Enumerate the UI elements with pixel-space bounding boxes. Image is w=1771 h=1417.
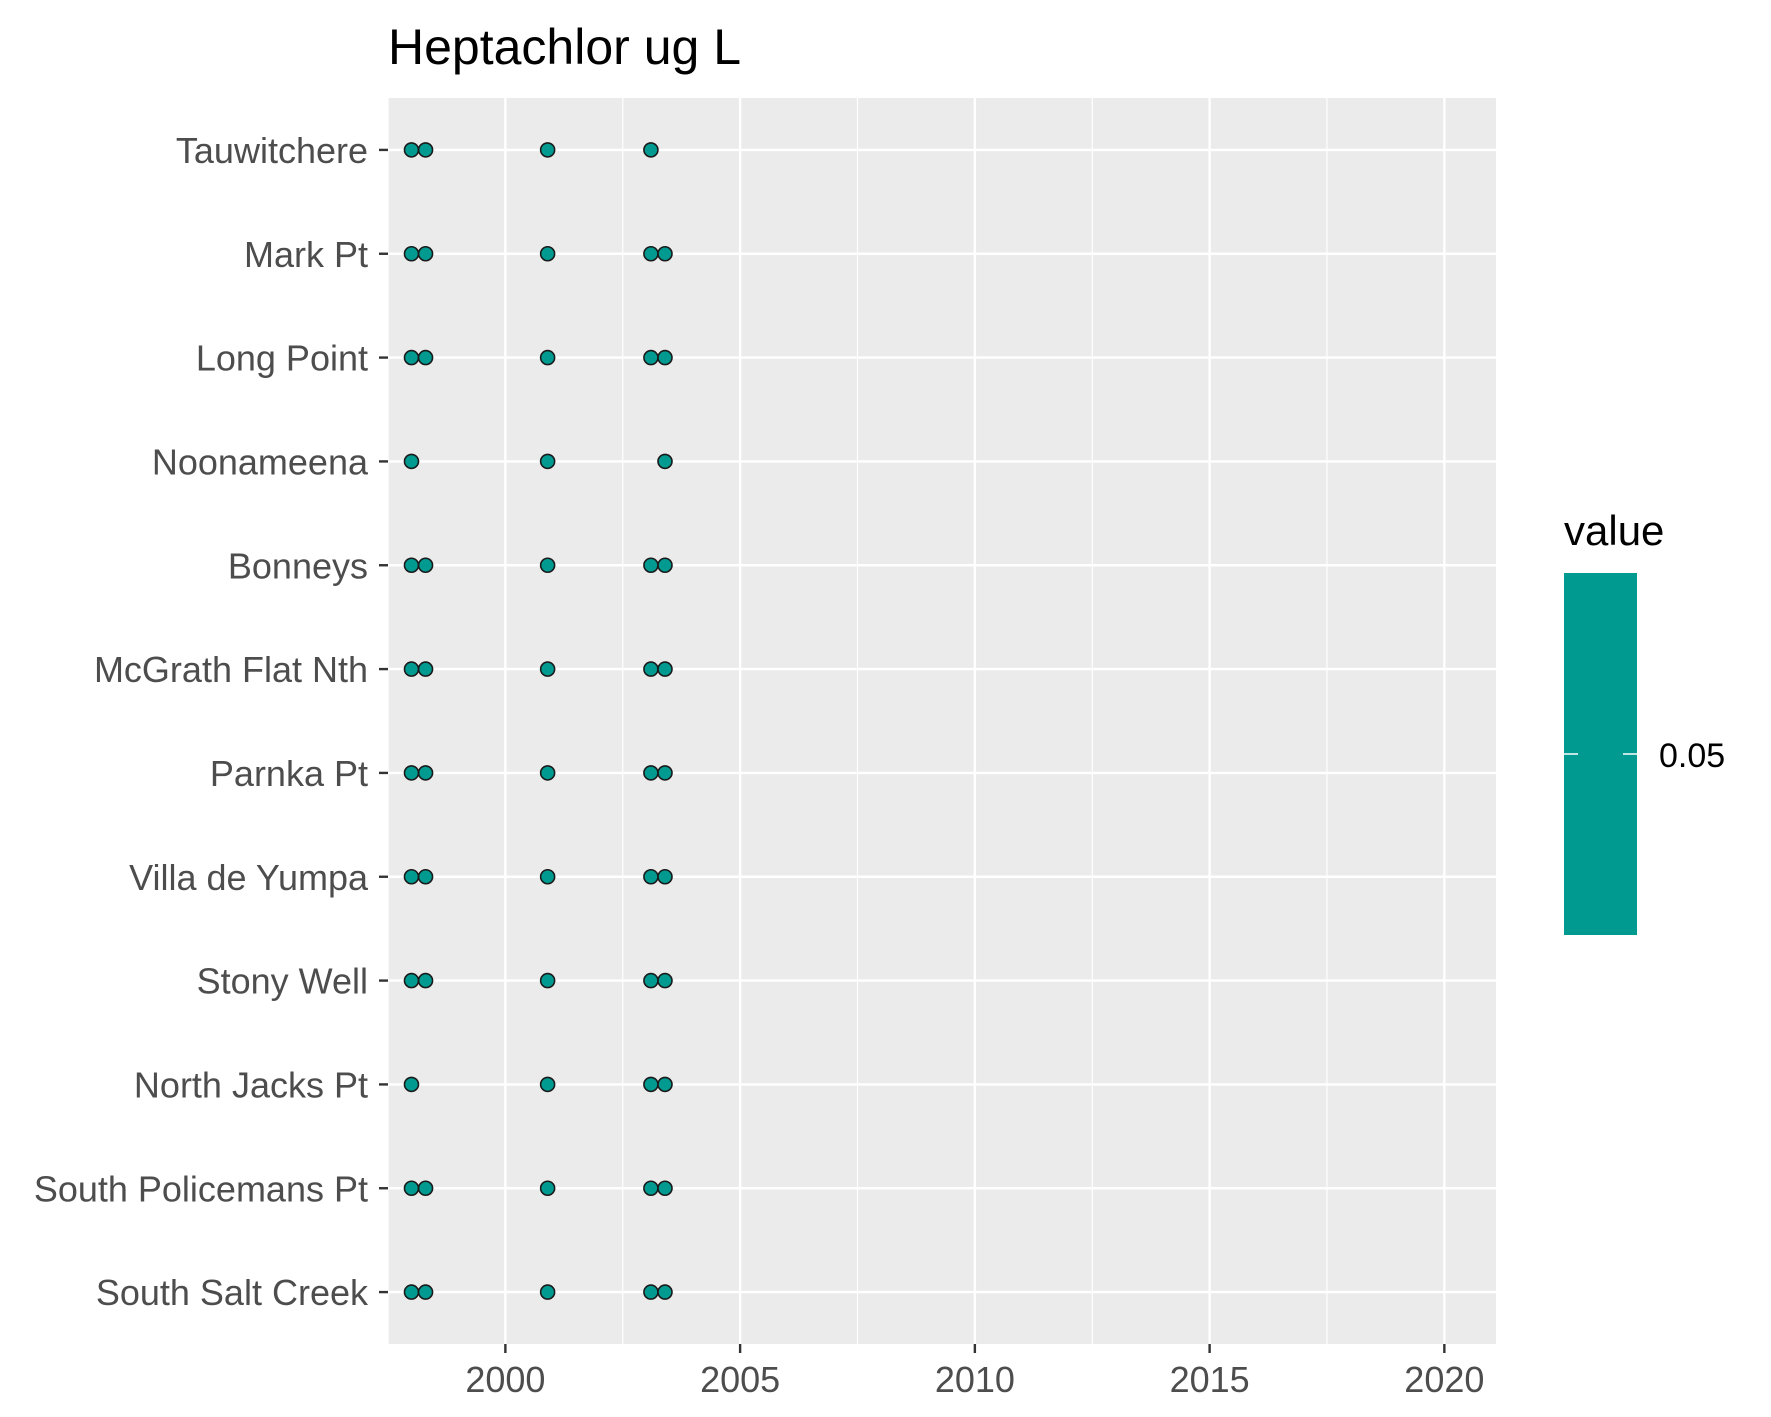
data-point bbox=[657, 868, 673, 885]
data-point bbox=[657, 661, 673, 677]
data-point bbox=[539, 661, 556, 677]
data-point bbox=[657, 972, 673, 989]
data-point bbox=[403, 349, 420, 366]
data-point bbox=[539, 142, 556, 158]
y-tick-label: North Jacks Pt bbox=[134, 1064, 368, 1105]
y-tick-label: Long Point bbox=[196, 338, 368, 379]
data-point bbox=[643, 349, 659, 366]
data-point bbox=[539, 245, 556, 262]
y-tick-label: Mark Pt bbox=[244, 234, 368, 275]
x-tick-label: 2010 bbox=[935, 1359, 1015, 1400]
data-point bbox=[403, 245, 420, 262]
y-tick-label: Parnka Pt bbox=[210, 753, 368, 794]
data-point bbox=[417, 245, 434, 262]
y-tick-label: Tauwitchere bbox=[176, 130, 368, 171]
data-point bbox=[403, 453, 420, 470]
data-point bbox=[657, 245, 673, 262]
data-point bbox=[539, 349, 556, 366]
data-point bbox=[417, 557, 434, 574]
y-tick-label: Bonneys bbox=[228, 545, 368, 586]
data-point bbox=[403, 557, 420, 574]
data-point bbox=[417, 1180, 434, 1197]
data-point bbox=[539, 1076, 556, 1093]
data-point bbox=[657, 557, 673, 574]
data-point bbox=[403, 142, 420, 158]
data-point bbox=[403, 1284, 420, 1300]
legend-title: value bbox=[1564, 507, 1664, 554]
data-point bbox=[643, 972, 659, 989]
y-axis: Tauwitchere Mark Pt Long Point Noonameena Bo… bbox=[34, 130, 388, 1313]
data-point bbox=[417, 868, 434, 885]
y-tick-label: Villa de Yumpa bbox=[129, 857, 369, 898]
data-point bbox=[643, 245, 659, 262]
data-point bbox=[643, 1180, 659, 1197]
x-tick-label: 2020 bbox=[1404, 1359, 1484, 1400]
y-tick-label: Noonameena bbox=[152, 441, 369, 482]
plot-panel bbox=[388, 98, 1496, 1344]
data-point bbox=[417, 1284, 434, 1300]
data-point bbox=[643, 1284, 659, 1300]
data-point bbox=[643, 661, 659, 677]
data-point bbox=[403, 765, 420, 781]
data-point bbox=[539, 453, 556, 470]
data-point bbox=[403, 1076, 420, 1093]
data-point bbox=[657, 1076, 673, 1093]
major-gridlines bbox=[388, 98, 1496, 1344]
y-tick-label: McGrath Flat Nth bbox=[94, 649, 368, 690]
legend-label: 0.05 bbox=[1659, 737, 1725, 775]
x-tick-label: 2015 bbox=[1170, 1359, 1250, 1400]
chart-title: Heptachlor ug L bbox=[388, 19, 741, 75]
data-point bbox=[539, 1284, 556, 1300]
x-axis: 2000 2005 2010 2015 2020 bbox=[465, 1344, 1484, 1400]
data-point bbox=[643, 142, 659, 158]
data-point bbox=[539, 1180, 556, 1197]
data-point bbox=[657, 349, 673, 366]
data-point bbox=[643, 765, 659, 781]
minor-gridlines bbox=[387, 98, 1328, 1344]
data-point bbox=[539, 765, 556, 781]
data-point bbox=[539, 972, 556, 989]
data-point bbox=[417, 972, 434, 989]
y-tick-label: Stony Well bbox=[197, 961, 368, 1002]
data-point bbox=[643, 557, 659, 574]
data-points bbox=[403, 142, 673, 1300]
data-point bbox=[403, 868, 420, 885]
data-point bbox=[403, 1180, 420, 1197]
y-tick-label: South Policemans Pt bbox=[34, 1168, 368, 1209]
data-point bbox=[657, 1180, 673, 1197]
data-point bbox=[417, 661, 434, 677]
data-point bbox=[657, 765, 673, 781]
data-point bbox=[643, 868, 659, 885]
data-point bbox=[403, 972, 420, 989]
data-point bbox=[657, 453, 673, 470]
data-point bbox=[643, 1076, 659, 1093]
data-point bbox=[417, 142, 434, 158]
data-point bbox=[539, 557, 556, 574]
data-point bbox=[539, 868, 556, 885]
data-point bbox=[417, 349, 434, 366]
legend: value 0.05 bbox=[1564, 507, 1725, 935]
data-point bbox=[657, 1284, 673, 1300]
x-tick-label: 2000 bbox=[465, 1359, 545, 1400]
data-point bbox=[403, 661, 420, 677]
y-tick-label: South Salt Creek bbox=[96, 1272, 369, 1313]
x-tick-label: 2005 bbox=[700, 1359, 780, 1400]
data-point bbox=[417, 765, 434, 781]
